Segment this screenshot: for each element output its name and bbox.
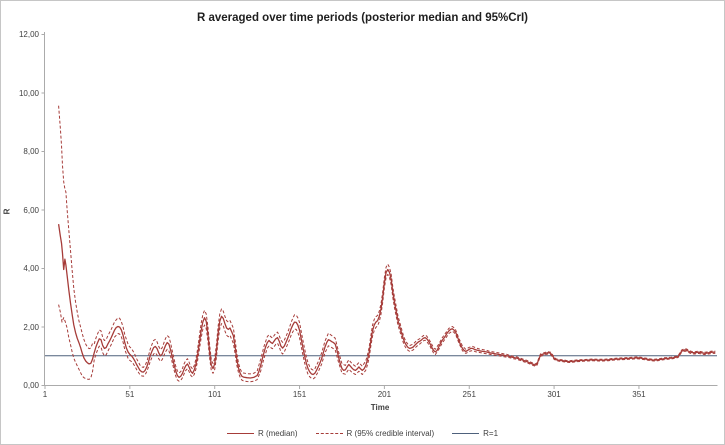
- legend-item-r-equals-1: R=1: [452, 429, 498, 438]
- y-tick-label: 10,00: [18, 88, 39, 98]
- legend-label-median: R (median): [257, 429, 298, 438]
- series-r-median: [57, 224, 716, 379]
- x-tick-label: 201: [377, 390, 392, 399]
- y-tick-label: 8,00: [23, 147, 39, 156]
- y-tick-label: 2,00: [23, 322, 39, 332]
- x-tick-label: 101: [208, 390, 222, 399]
- median-line-swatch: [226, 433, 254, 434]
- x-tick-label: 51: [125, 390, 135, 399]
- legend-label-r-equals-1: R=1: [483, 429, 499, 438]
- x-tick-label: 301: [547, 390, 561, 399]
- y-tick-label: 4,00: [23, 264, 39, 273]
- y-tick-label: 0,00: [23, 381, 39, 390]
- legend: R (median) R (95% credible interval) R=1: [1, 429, 724, 438]
- x-tick-label: 1: [42, 390, 48, 399]
- series-r-95-credible-interval-upper: [58, 105, 716, 375]
- r-equals-1-line-swatch: [452, 433, 480, 434]
- legend-item-median: R (median): [226, 429, 298, 438]
- credible-interval-line-swatch: [315, 433, 343, 434]
- series-r-95-credible-interval-lower: [58, 273, 716, 383]
- chart-title: R averaged over time periods (posterior …: [196, 12, 529, 24]
- legend-item-credible-interval: R (95% credible interval): [315, 429, 435, 438]
- x-tick-label: 351: [632, 390, 646, 399]
- x-tick-label: 151: [292, 390, 307, 399]
- x-axis-title: Time: [370, 403, 390, 412]
- x-tick-label: 251: [462, 390, 476, 399]
- legend-label-credible-interval: R (95% credible interval): [346, 429, 435, 438]
- y-tick-label: 6,00: [23, 205, 39, 215]
- y-tick-label: 12,00: [18, 30, 39, 39]
